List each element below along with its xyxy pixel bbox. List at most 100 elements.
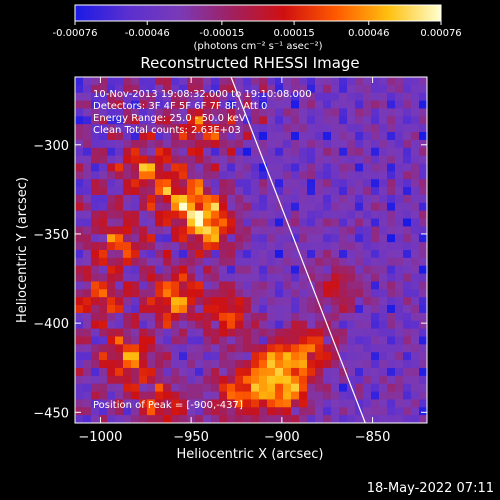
heatmap-cell — [219, 194, 228, 204]
annotation-peak-position: Position of Peak = [-900,-437] — [93, 400, 243, 411]
heatmap-cell — [371, 336, 380, 345]
heatmap-cell — [347, 226, 356, 235]
heatmap-cells — [75, 77, 427, 423]
heatmap-cell — [283, 108, 292, 117]
heatmap-cell — [315, 147, 324, 157]
heatmap-cell — [267, 250, 276, 259]
heatmap-cell — [363, 132, 372, 141]
heatmap-cell — [323, 367, 332, 377]
heatmap-cell — [195, 84, 204, 94]
heatmap-cell — [115, 100, 124, 110]
heatmap-cell — [299, 210, 308, 220]
heatmap-cell — [83, 124, 92, 133]
heatmap-cell — [355, 344, 364, 353]
heatmap-cell — [291, 187, 300, 196]
heatmap-cell — [275, 391, 284, 401]
y-tick-label: −300 — [33, 139, 69, 154]
heatmap-cell — [91, 375, 100, 385]
heatmap-cell — [179, 155, 188, 165]
heatmap-cell — [195, 297, 204, 306]
heatmap-cell — [275, 344, 284, 353]
heatmap-cell — [323, 226, 332, 235]
heatmap-cell — [315, 234, 324, 243]
heatmap-cell — [419, 391, 427, 401]
heatmap-cell — [379, 218, 388, 228]
heatmap-cell — [347, 100, 356, 110]
heatmap-cell — [275, 226, 284, 235]
heatmap-cell — [235, 171, 244, 180]
heatmap-cell — [163, 92, 172, 102]
heatmap-cell — [355, 179, 364, 188]
heatmap-cell — [83, 132, 92, 141]
heatmap-cell — [299, 375, 308, 385]
heatmap-cell — [147, 100, 156, 110]
heatmap-cell — [291, 383, 300, 393]
heatmap-cell — [275, 352, 284, 361]
heatmap-cell — [203, 320, 212, 330]
heatmap-cell — [99, 312, 108, 322]
heatmap-cell — [251, 391, 260, 401]
heatmap-cell — [371, 194, 380, 204]
heatmap-cell — [395, 242, 404, 251]
heatmap-cell — [243, 399, 252, 408]
heatmap-cell — [147, 250, 156, 259]
heatmap-cell — [131, 273, 140, 283]
heatmap-cell — [339, 132, 348, 141]
heatmap-cell — [371, 407, 380, 416]
heatmap-cell — [307, 383, 316, 393]
heatmap-cell — [155, 320, 164, 330]
heatmap-cell — [147, 415, 156, 423]
heatmap-cell — [283, 320, 292, 330]
heatmap-cell — [75, 84, 84, 94]
heatmap-cell — [331, 187, 340, 196]
heatmap-cell — [267, 139, 276, 149]
heatmap-cell — [123, 415, 132, 423]
heatmap-cell — [299, 100, 308, 110]
heatmap-cell — [331, 218, 340, 228]
heatmap-cell — [107, 391, 116, 401]
heatmap-cell — [267, 234, 276, 243]
heatmap-cell — [147, 234, 156, 243]
heatmap-cell — [211, 116, 220, 125]
heatmap-cell — [139, 265, 148, 275]
heatmap-cell — [243, 194, 252, 204]
heatmap-cell — [371, 139, 380, 149]
heatmap-cell — [227, 305, 236, 314]
heatmap-cell — [211, 360, 220, 369]
heatmap-cell — [83, 147, 92, 157]
heatmap-cell — [403, 352, 412, 361]
heatmap-cell — [83, 352, 92, 361]
heatmap-cell — [123, 187, 132, 196]
heatmap-cell — [227, 116, 236, 125]
heatmap-cell — [259, 163, 268, 172]
heatmap-cell — [155, 210, 164, 220]
heatmap-cell — [99, 257, 108, 267]
heatmap-cell — [147, 367, 156, 377]
heatmap-cell — [227, 187, 236, 196]
heatmap-cell — [371, 147, 380, 157]
heatmap-cell — [163, 391, 172, 401]
heatmap-cell — [387, 179, 396, 188]
heatmap-cell — [99, 226, 108, 235]
heatmap-cell — [307, 147, 316, 157]
heatmap-cell — [243, 375, 252, 385]
heatmap-cell — [187, 187, 196, 196]
heatmap-cell — [363, 84, 372, 94]
heatmap-cell — [363, 155, 372, 165]
heatmap-cell — [323, 171, 332, 180]
heatmap-cell — [371, 171, 380, 180]
heatmap-cell — [131, 367, 140, 377]
heatmap-cell — [403, 179, 412, 188]
heatmap-cell — [299, 124, 308, 133]
heatmap-cell — [227, 132, 236, 141]
heatmap-cell — [219, 265, 228, 275]
heatmap-cell — [163, 352, 172, 361]
heatmap-cell — [259, 210, 268, 220]
heatmap-cell — [187, 399, 196, 408]
heatmap-cell — [227, 124, 236, 133]
heatmap-cell — [275, 155, 284, 165]
heatmap-cell — [243, 100, 252, 110]
heatmap-cell — [411, 305, 420, 314]
heatmap-cell — [195, 312, 204, 322]
colorbar-tick-label: 0.00076 — [420, 28, 461, 39]
